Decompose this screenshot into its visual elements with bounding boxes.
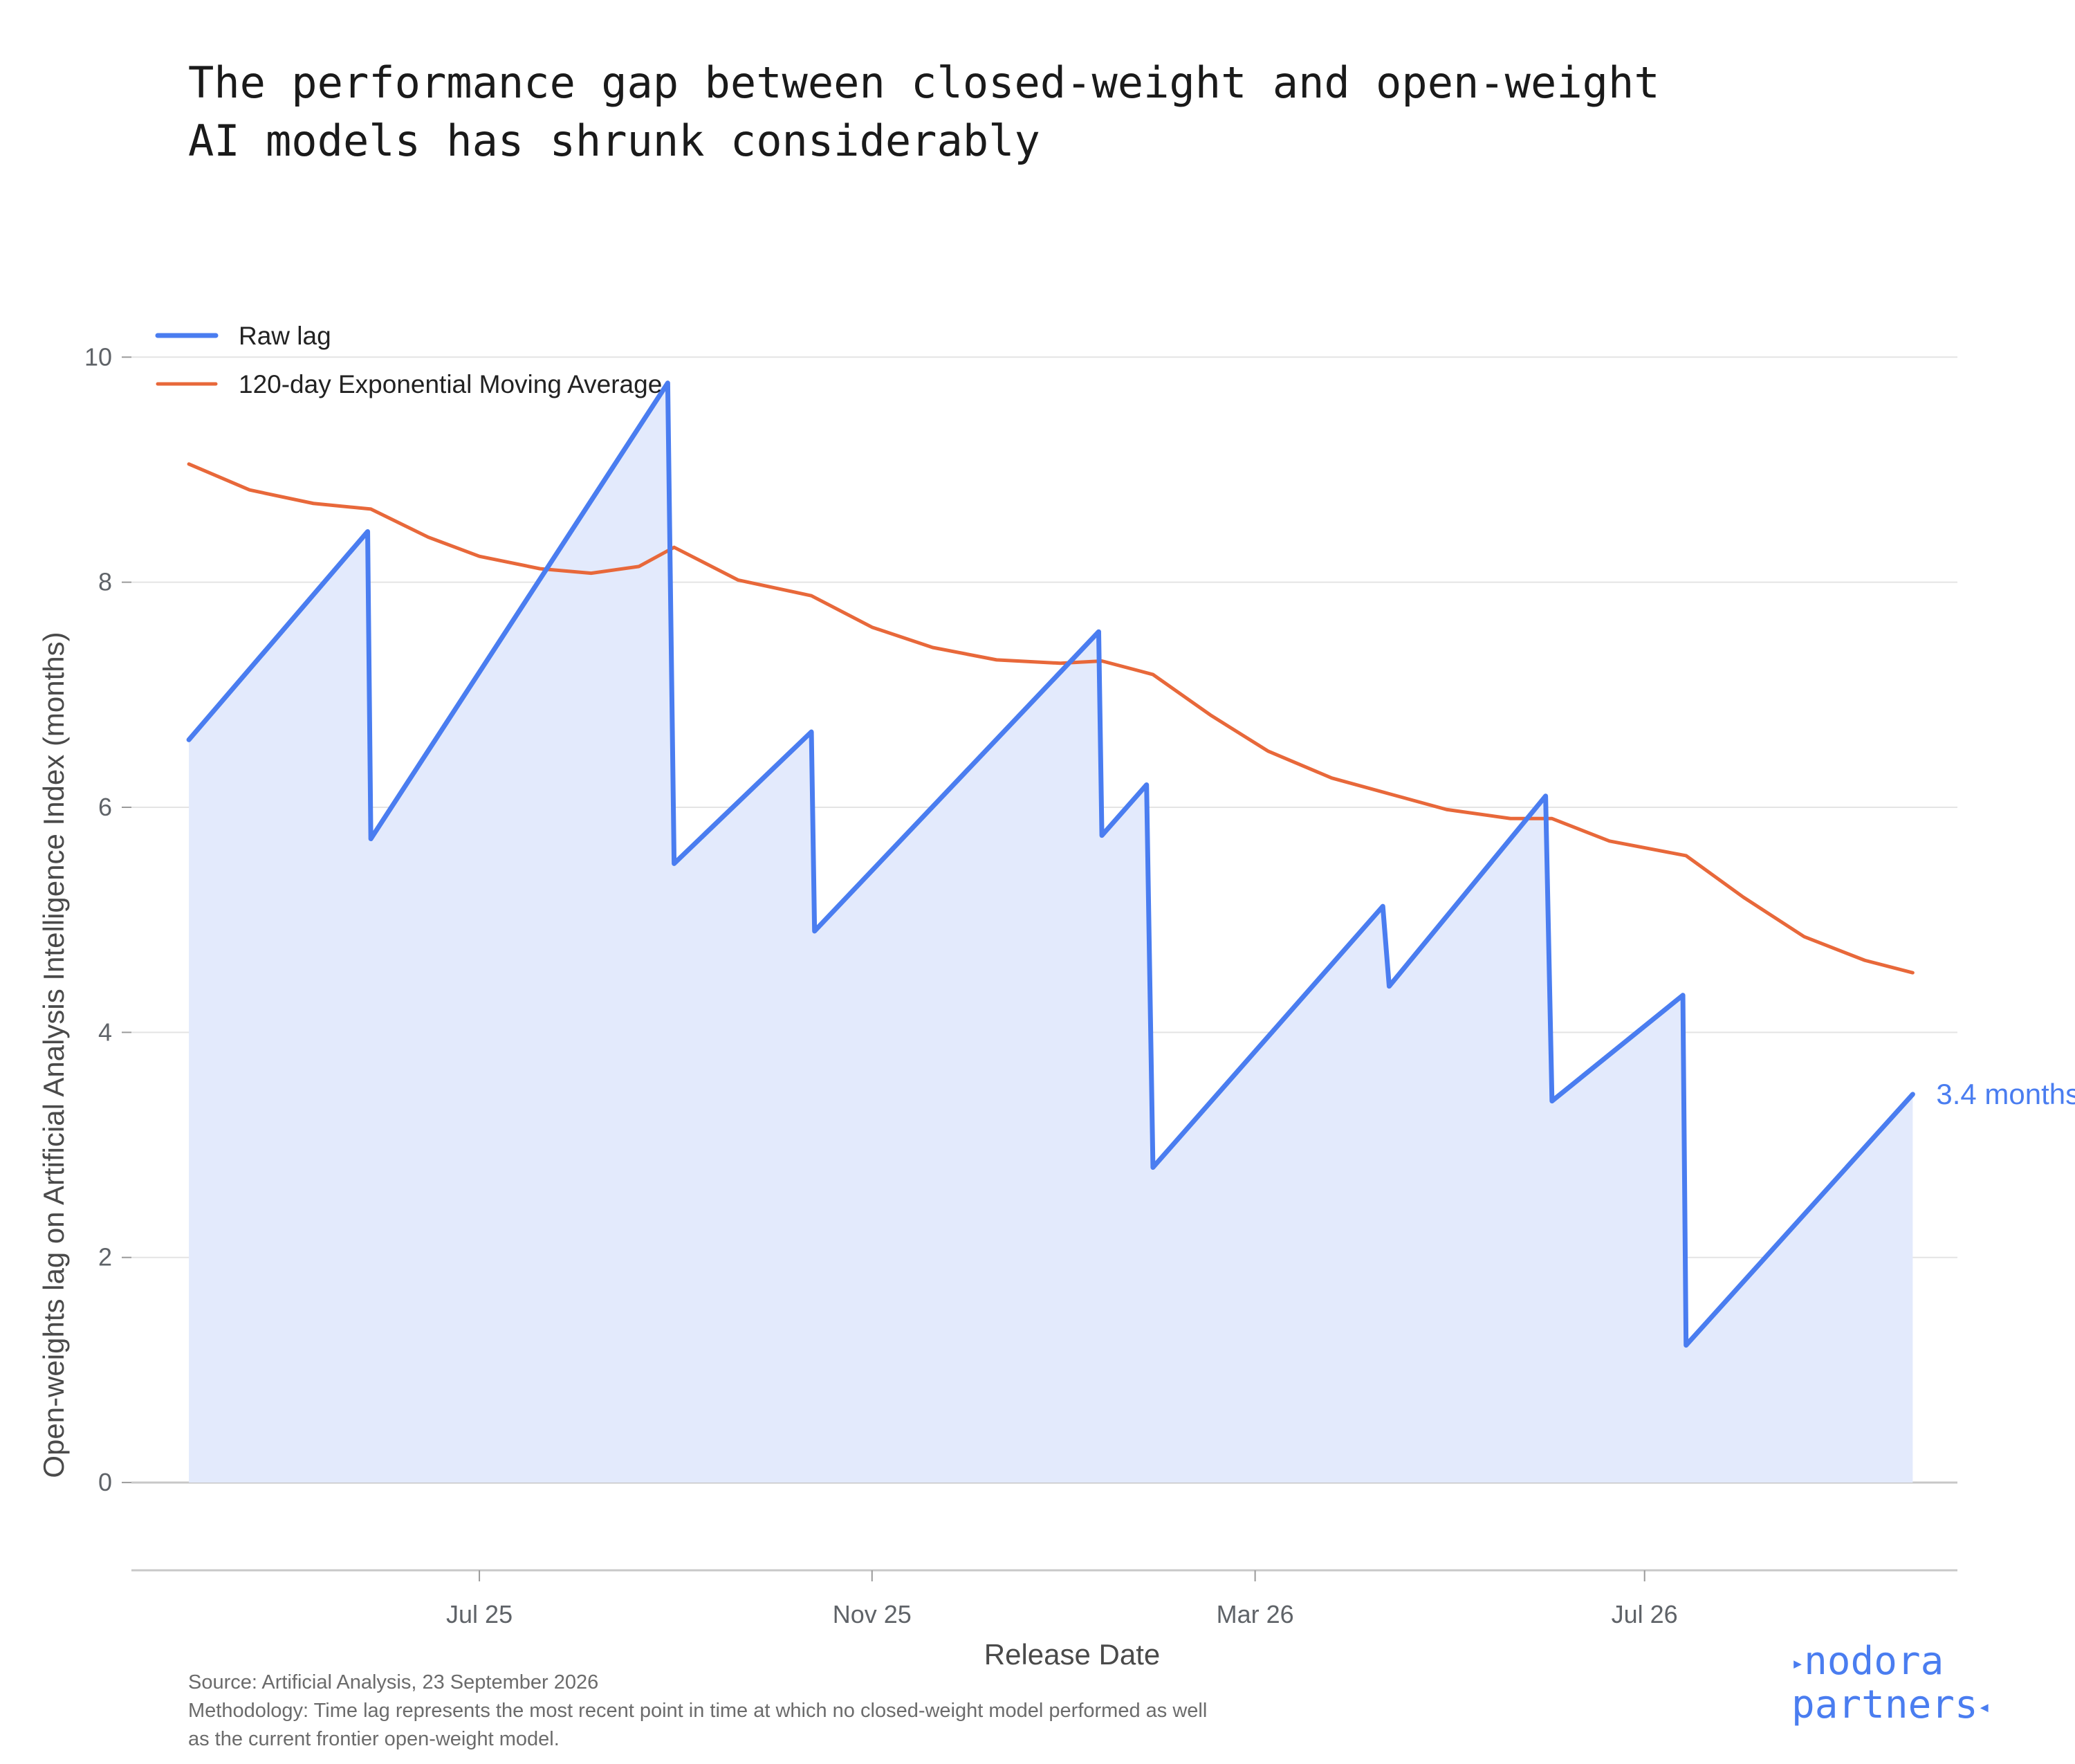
x-tick-label-2: Mar 26 xyxy=(1217,1600,1294,1628)
raw-lag-line xyxy=(186,380,1915,1348)
methodology-line-2: as the current frontier open-weight mode… xyxy=(188,1728,560,1750)
nodora-partners-logo: ▸nodora partners◂ xyxy=(1791,1641,2047,1728)
chart-title: The performance gap between closed-weigh… xyxy=(188,54,1917,170)
ema-line xyxy=(187,462,1915,975)
x-tick-label-3: Jul 26 xyxy=(1612,1600,1678,1628)
logo-arrow-left-icon: ◂ xyxy=(1977,1694,1991,1719)
y-tick-label-6: 6 xyxy=(98,793,112,821)
y-tick-label-2: 2 xyxy=(98,1243,112,1271)
x-axis-label: Release Date xyxy=(984,1638,1160,1671)
source-line: Source: Artificial Analysis, 23 Septembe… xyxy=(188,1671,599,1693)
x-axis: Jul 25 Nov 25 Mar 26 Jul 26 xyxy=(131,1569,1957,1628)
y-axis-label: Open-weights lag on Artificial Analysis … xyxy=(37,632,70,1478)
legend-label-0: Raw lag xyxy=(239,322,331,350)
y-axis: 0 2 4 6 8 10 xyxy=(84,342,131,1496)
y-tick-label-4: 4 xyxy=(98,1018,112,1046)
methodology-line-1: Methodology: Time lag represents the mos… xyxy=(188,1700,1208,1722)
logo-arrow-right-icon: ▸ xyxy=(1791,1651,1805,1675)
y-tick-label-8: 8 xyxy=(98,568,112,596)
y-tick-label-0: 0 xyxy=(98,1468,112,1496)
x-tick-label-0: Jul 25 xyxy=(446,1600,513,1628)
x-tick-label-1: Nov 25 xyxy=(833,1600,912,1628)
series-lines xyxy=(186,380,1915,1348)
legend: Raw lag 120-day Exponential Moving Averag… xyxy=(155,322,662,398)
legend-label-1: 120-day Exponential Moving Average xyxy=(239,370,662,398)
logo-word-1: nodora xyxy=(1804,1639,1944,1684)
end-value-label: 3.4 months xyxy=(1936,1078,2075,1110)
source-note: Source: Artificial Analysis, 23 Septembe… xyxy=(188,1669,1502,1754)
raw-lag-fill xyxy=(189,383,1913,1483)
chart-title-line-2: AI models has shrunk considerably xyxy=(188,116,1040,166)
y-tick-label-10: 10 xyxy=(84,342,112,371)
chart-title-line-1: The performance gap between closed-weigh… xyxy=(188,57,1660,108)
logo-word-2: partners xyxy=(1791,1682,1978,1727)
raw-lag-area xyxy=(189,383,1913,1483)
